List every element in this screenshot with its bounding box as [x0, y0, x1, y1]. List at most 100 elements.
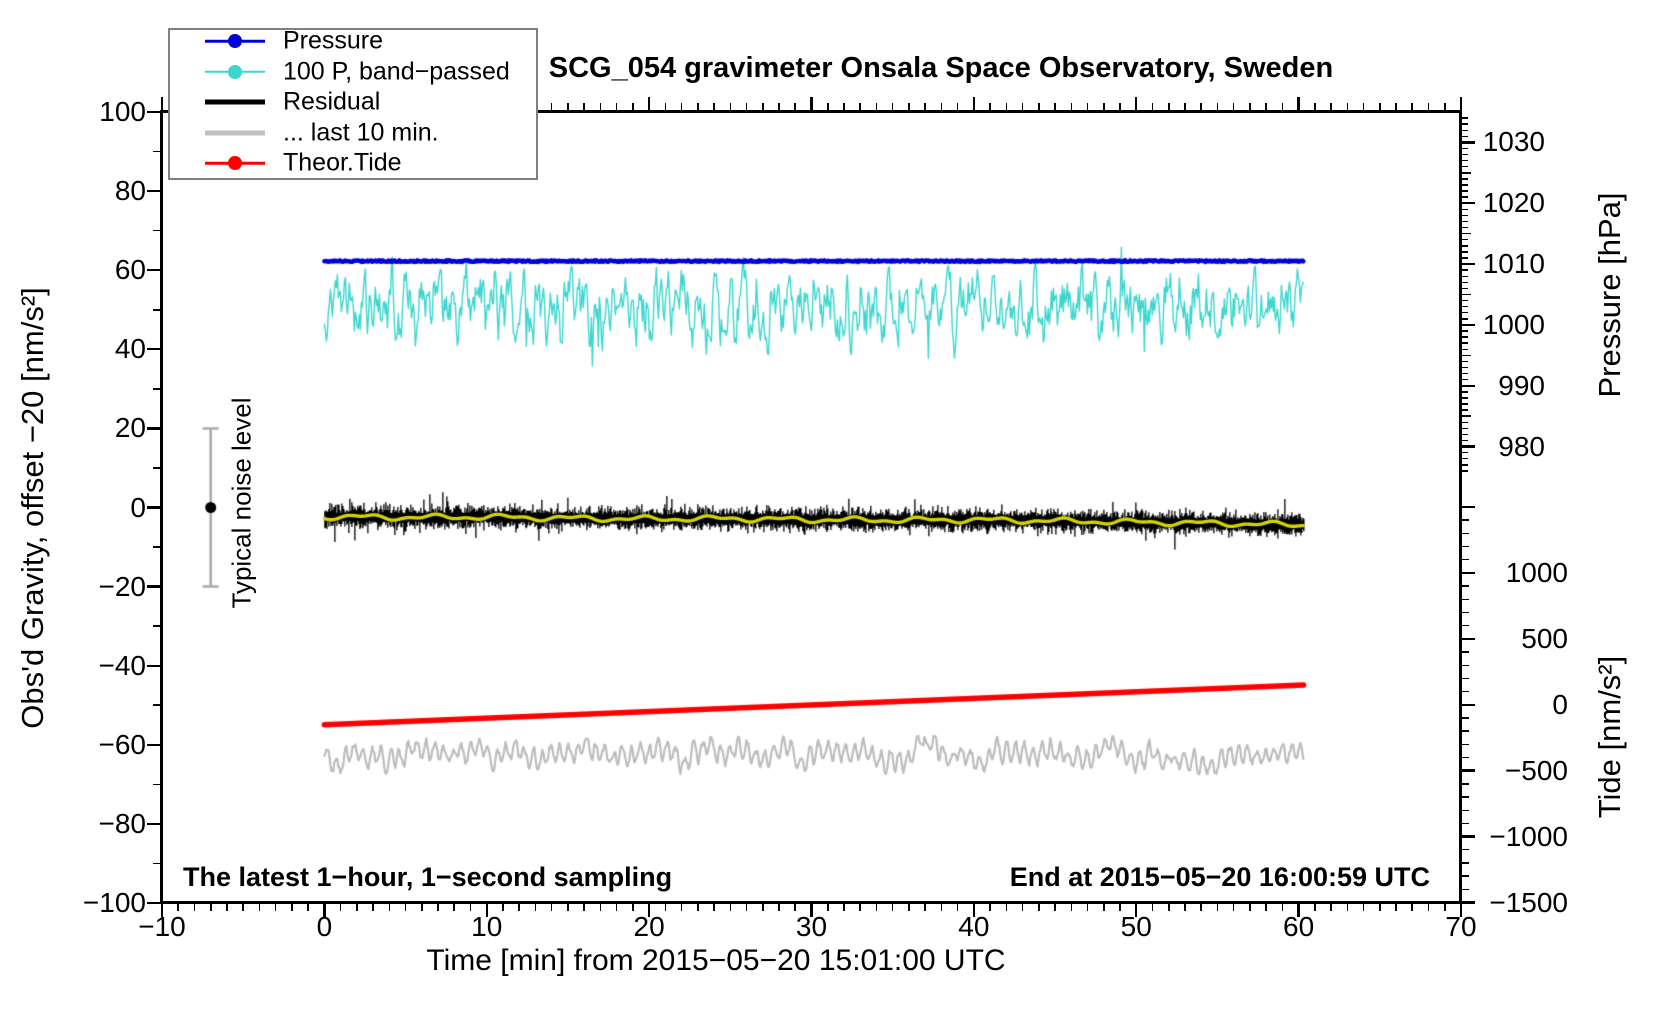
- x-top-minor-tick: [729, 103, 732, 110]
- x-minor-tick: [1443, 904, 1446, 911]
- chart-title: SCG_054 gravimeter Onsala Space Observat…: [548, 52, 1334, 84]
- x-minor-tick: [924, 904, 926, 911]
- pressure-minor-tick: [1462, 409, 1468, 411]
- x-minor-tick: [1054, 904, 1056, 911]
- x-minor-tick: [891, 904, 894, 911]
- pressure-minor-tick: [1462, 232, 1471, 235]
- x-top-minor-tick: [1054, 103, 1056, 110]
- x-minor-tick: [404, 904, 407, 911]
- x-minor-tick: [1395, 904, 1397, 911]
- x-top-minor-tick: [1070, 103, 1073, 110]
- x-top-minor-tick: [1232, 103, 1235, 110]
- x-minor-tick: [177, 904, 180, 911]
- gravity-major-tick: [147, 664, 160, 667]
- x-top-minor-tick: [1395, 103, 1397, 110]
- gravity-tick-label: 80: [114, 175, 146, 207]
- x-top-minor-tick: [680, 103, 683, 110]
- x-top-minor-tick: [1249, 103, 1251, 110]
- end-time-annotation: End at 2015−05−20 16:00:59 UTC: [1009, 862, 1430, 892]
- x-top-minor-tick: [843, 103, 845, 110]
- tide-tick-label: −1500: [1489, 886, 1568, 918]
- x-minor-tick: [307, 904, 309, 911]
- pressure-minor-tick: [1462, 421, 1468, 423]
- x-top-major-tick: [1135, 97, 1138, 110]
- legend-line-sample: [205, 130, 265, 135]
- x-minor-tick: [583, 904, 585, 911]
- x-minor-tick: [859, 904, 861, 911]
- x-top-minor-tick: [1346, 103, 1349, 110]
- x-top-minor-tick: [745, 103, 748, 110]
- pressure-minor-tick: [1462, 299, 1468, 302]
- x-minor-tick: [1330, 904, 1332, 911]
- x-minor-tick: [226, 904, 228, 911]
- x-top-minor-tick: [761, 103, 764, 110]
- sampling-annotation: The latest 1−hour, 1−second sampling: [183, 862, 673, 892]
- pressure-tick-label: 980: [1498, 430, 1545, 462]
- x-top-minor-tick: [1314, 103, 1316, 110]
- gravity-tick-label: 100: [99, 96, 146, 127]
- x-top-major-tick: [647, 97, 651, 110]
- x-minor-tick: [1102, 904, 1105, 911]
- x-minor-tick: [1265, 904, 1267, 911]
- gravity-major-tick: [147, 506, 160, 509]
- x-top-minor-tick: [956, 103, 959, 110]
- x-minor-tick: [1249, 904, 1251, 911]
- gravity-tick-label: 20: [114, 412, 146, 444]
- pressure-tick-label: 1020: [1482, 187, 1545, 219]
- x-minor-tick: [1086, 904, 1089, 911]
- tide-minor-tick: [1462, 875, 1469, 877]
- x-minor-tick: [1346, 904, 1349, 911]
- pressure-minor-tick: [1462, 239, 1468, 241]
- x-minor-tick: [356, 904, 358, 911]
- x-top-minor-tick: [664, 103, 667, 110]
- x-minor-tick: [664, 904, 667, 911]
- gravity-minor-tick: [153, 388, 160, 390]
- tide-minor-tick: [1462, 809, 1469, 811]
- pressure-minor-tick: [1462, 123, 1468, 125]
- x-top-minor-tick: [632, 103, 634, 110]
- tide-minor-tick: [1462, 598, 1469, 600]
- x-tick-label: 40: [958, 911, 990, 942]
- gravity-minor-tick: [153, 783, 160, 786]
- x-minor-tick: [534, 904, 537, 911]
- x-minor-tick: [1281, 904, 1284, 911]
- x-minor-tick: [1070, 904, 1073, 911]
- x-top-minor-tick: [794, 103, 797, 110]
- x-minor-tick: [1232, 904, 1235, 911]
- x-minor-tick: [421, 904, 423, 911]
- x-top-minor-tick: [1005, 103, 1008, 110]
- pressure-minor-tick: [1462, 305, 1468, 308]
- pressure-minor-tick: [1462, 226, 1468, 229]
- x-tick-label: 30: [795, 911, 828, 942]
- tide-minor-tick: [1462, 677, 1469, 680]
- gravity-tick-label: −80: [98, 807, 147, 839]
- x-minor-tick: [713, 904, 715, 911]
- x-top-minor-tick: [1443, 103, 1446, 110]
- x-minor-tick: [453, 904, 456, 911]
- x-top-minor-tick: [1038, 103, 1040, 110]
- plot-frame: [160, 110, 1462, 904]
- legend-dot-marker: [228, 156, 242, 170]
- x-minor-tick: [388, 904, 391, 911]
- legend-item-label: Pressure: [283, 26, 384, 55]
- x-top-minor-tick: [615, 103, 618, 110]
- x-tick-label: 20: [633, 911, 665, 942]
- gravity-tick-label: −60: [98, 728, 147, 760]
- x-minor-tick: [1379, 904, 1381, 911]
- gravity-tick-label: −100: [82, 887, 146, 918]
- gravity-tick-label: −20: [98, 570, 147, 602]
- pressure-tick-label: 990: [1498, 369, 1545, 401]
- x-top-minor-tick: [989, 103, 991, 110]
- pressure-minor-tick: [1462, 348, 1468, 350]
- pressure-minor-tick: [1462, 293, 1471, 296]
- tide-axis-title: Tide [nm/s²]: [1592, 655, 1627, 819]
- gravity-tick-label: 0: [130, 491, 146, 523]
- gravity-minor-tick: [153, 625, 160, 627]
- x-minor-tick: [843, 904, 845, 911]
- gravity-major-tick: [147, 901, 160, 905]
- pressure-minor-tick: [1462, 166, 1468, 168]
- x-minor-tick: [826, 904, 829, 911]
- tide-minor-tick: [1462, 862, 1469, 864]
- pressure-minor-tick: [1462, 366, 1468, 369]
- pressure-minor-tick: [1462, 117, 1468, 119]
